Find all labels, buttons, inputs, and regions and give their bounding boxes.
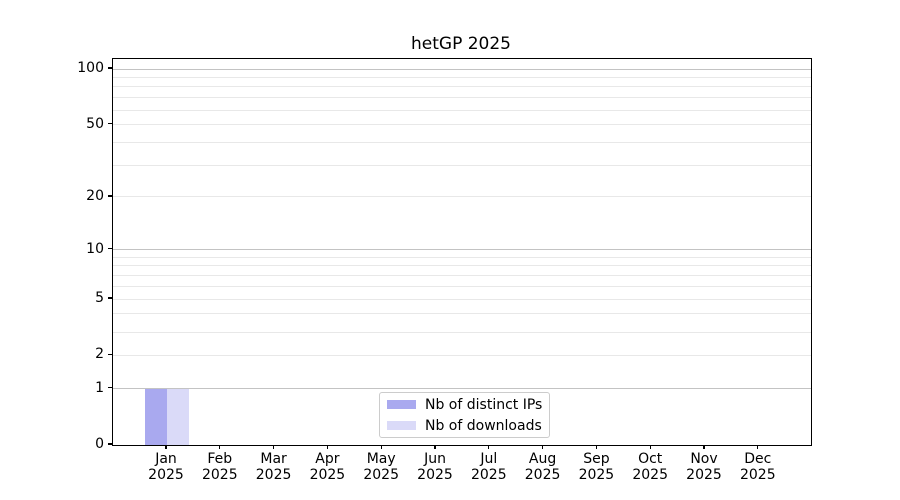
x-tick-label-feb: Feb 2025	[201, 451, 238, 483]
y-gridline-minor-70	[113, 97, 811, 99]
legend-item-downloads: Nb of downloads	[387, 417, 542, 434]
y-gridline-minor-30	[113, 164, 811, 166]
x-tick-apr	[326, 445, 329, 449]
x-tick-label-oct: Oct 2025	[632, 451, 668, 483]
x-tick-label-apr: Apr 2025	[309, 451, 346, 483]
y-tick-label-20: 20	[86, 187, 104, 204]
x-tick-jan	[165, 445, 167, 449]
x-tick-label-sep: Sep 2025	[578, 451, 615, 483]
y-gridline-minor-8	[113, 265, 811, 267]
x-tick-label-jul: Jul 2025	[470, 451, 507, 483]
y-gridline-major-1	[113, 388, 811, 390]
y-tick-5	[108, 297, 112, 299]
y-gridline-minor-7	[113, 275, 811, 277]
x-tick-oct	[649, 445, 651, 449]
legend-item-distinct-ips: Nb of distinct IPs	[387, 396, 543, 413]
x-tick-nov	[703, 445, 705, 449]
y-tick-2	[108, 353, 112, 356]
y-tick-label-2: 2	[95, 346, 104, 363]
plot-area: Nb of distinct IPs Nb of downloads	[112, 58, 812, 446]
x-tick-mar	[272, 445, 275, 449]
y-gridline-minor-40	[113, 141, 811, 143]
x-tick-label-mar: Mar 2025	[255, 451, 292, 483]
legend-label-downloads: Nb of downloads	[425, 417, 542, 434]
x-tick-dec	[757, 445, 759, 449]
bar-nb-of-distinct-ips-jan	[145, 388, 167, 445]
y-gridline-minor-50	[113, 124, 811, 126]
y-gridline-minor-6	[113, 285, 811, 287]
legend-swatch-distinct-ips	[387, 400, 416, 409]
y-gridline-minor-3	[113, 331, 811, 333]
x-tick-aug	[541, 445, 544, 449]
y-tick-label-1: 1	[95, 379, 104, 396]
y-tick-0	[108, 443, 112, 445]
y-tick-20	[108, 195, 112, 197]
legend-label-distinct-ips: Nb of distinct IPs	[425, 396, 543, 413]
y-tick-label-0: 0	[95, 436, 104, 452]
y-tick-label-100: 100	[77, 60, 104, 76]
y-gridline-minor-2	[113, 354, 811, 356]
y-tick-50	[108, 122, 112, 125]
y-gridline-minor-60	[113, 109, 811, 111]
x-tick-feb	[219, 445, 221, 449]
x-tick-may	[380, 445, 382, 449]
y-gridline-minor-4	[113, 313, 811, 315]
y-gridline-minor-90	[113, 76, 811, 78]
y-gridline-minor-20	[113, 196, 811, 198]
bar-nb-of-downloads-jan	[167, 388, 189, 445]
y-tick-label-10: 10	[86, 240, 104, 257]
y-tick-label-50: 50	[86, 115, 104, 132]
legend: Nb of distinct IPs Nb of downloads	[379, 392, 550, 438]
y-gridline-minor-5	[113, 298, 811, 300]
x-tick-sep	[595, 445, 598, 449]
y-tick-1	[108, 386, 112, 389]
x-tick-jun	[434, 445, 436, 449]
x-tick-label-dec: Dec 2025	[739, 451, 776, 483]
y-gridline-major-100	[113, 68, 811, 70]
x-tick-label-nov: Nov 2025	[686, 451, 722, 483]
x-tick-label-jan: Jan 2025	[148, 451, 184, 483]
y-gridline-major-10	[113, 249, 811, 251]
x-tick-label-may: May 2025	[363, 451, 399, 483]
y-tick-100	[108, 67, 112, 69]
chart-title: hetGP 2025	[411, 34, 511, 54]
x-tick-label-aug: Aug 2025	[524, 451, 561, 483]
x-tick-jul	[488, 445, 490, 449]
y-gridline-minor-9	[113, 256, 811, 258]
x-tick-label-jun: Jun 2025	[417, 451, 453, 483]
legend-swatch-downloads	[387, 421, 416, 430]
y-gridline-minor-80	[113, 86, 811, 88]
y-tick-10	[108, 247, 112, 250]
y-tick-label-5: 5	[95, 290, 104, 307]
